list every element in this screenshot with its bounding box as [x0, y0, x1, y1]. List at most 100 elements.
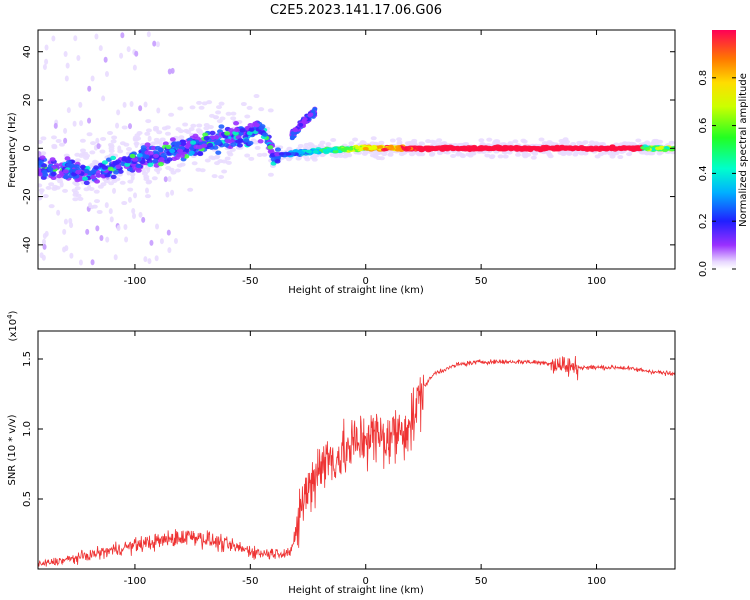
- heatmap-cell: [112, 187, 117, 194]
- heatmap-cell: [157, 161, 164, 167]
- heatmap-cell: [329, 152, 336, 157]
- heatmap-cell: [332, 149, 339, 154]
- heatmap-cell: [570, 142, 577, 147]
- heatmap-cell: [216, 105, 223, 110]
- heatmap-cell: [215, 110, 222, 115]
- heatmap-cell: [165, 191, 170, 198]
- heatmap-cell: [69, 222, 74, 229]
- spectrogram-x-tick-label: -100: [124, 276, 147, 287]
- heatmap-cell: [126, 46, 131, 53]
- heatmap-cell: [154, 145, 161, 151]
- heatmap-cell: [247, 140, 254, 146]
- heatmap-cell: [174, 168, 181, 173]
- heatmap-cell: [110, 155, 117, 161]
- heatmap-cell: [129, 172, 136, 177]
- heatmap-cell: [38, 196, 43, 201]
- heatmap-cell: [305, 149, 312, 154]
- heatmap-cell: [362, 146, 369, 151]
- heatmap-cell: [244, 153, 251, 158]
- heatmap-cell: [634, 147, 641, 151]
- heatmap-cell: [267, 149, 274, 154]
- heatmap-cell: [94, 179, 101, 184]
- heatmap-cell: [119, 52, 124, 59]
- heatmap-cell: [66, 107, 71, 114]
- heatmap-cell: [97, 184, 104, 189]
- spectrogram-panel: -100 -50 0 50 100 -40 -20 0 20 40 Height of stra…: [7, 29, 676, 296]
- heatmap-cell: [180, 141, 187, 146]
- heatmap-cell: [62, 174, 69, 180]
- heatmap-cell: [170, 189, 175, 196]
- heatmap-cell: [95, 173, 102, 178]
- heatmap-cell: [440, 141, 447, 146]
- heatmap-cell: [156, 107, 161, 114]
- heatmap-cell: [520, 138, 527, 143]
- heatmap-cell: [215, 150, 222, 155]
- heatmap-cell: [285, 152, 292, 156]
- heatmap-cell: [103, 179, 110, 184]
- heatmap-cell: [169, 148, 176, 154]
- heatmap-cell: [450, 154, 457, 159]
- heatmap-cell: [124, 236, 129, 243]
- heatmap-cell: [465, 146, 472, 151]
- heatmap-cell: [100, 136, 107, 141]
- heatmap-cell: [240, 102, 247, 107]
- heatmap-cell: [190, 140, 197, 145]
- heatmap-cell: [626, 152, 633, 157]
- heatmap-cell: [525, 145, 532, 150]
- heatmap-cell: [188, 150, 195, 155]
- heatmap-cell: [106, 130, 113, 135]
- heatmap-cell: [64, 75, 69, 82]
- heatmap-cell: [88, 202, 93, 209]
- heatmap-cell: [127, 123, 132, 130]
- heatmap-cell: [45, 185, 52, 190]
- heatmap-cell: [233, 127, 240, 133]
- spectrogram-x-tick-label: 0: [363, 276, 369, 287]
- snr-y-ticks: 0.5 1.0 1.5: [22, 351, 675, 507]
- heatmap-cell: [166, 157, 173, 162]
- heatmap-cell: [513, 147, 520, 151]
- heatmap-cell: [515, 152, 522, 157]
- heatmap-cell: [143, 154, 150, 159]
- heatmap-cell: [267, 145, 274, 150]
- heatmap-cell: [436, 138, 443, 143]
- heatmap-cell: [50, 135, 57, 140]
- heatmap-cell: [165, 165, 172, 170]
- heatmap-cell: [89, 162, 96, 167]
- heatmap-cell: [261, 152, 268, 157]
- heatmap-cell: [44, 44, 49, 51]
- heatmap-cell: [290, 131, 296, 136]
- heatmap-cell: [79, 148, 86, 153]
- heatmap-cell: [77, 196, 84, 201]
- heatmap-cell: [147, 258, 152, 265]
- heatmap-cell: [143, 177, 150, 182]
- heatmap-cell: [230, 111, 237, 116]
- colorbar-tick-label: 0.6: [698, 118, 709, 134]
- heatmap-cell: [56, 209, 61, 216]
- heatmap-cell: [85, 228, 90, 235]
- heatmap-cell: [93, 189, 100, 194]
- heatmap-cell: [233, 121, 240, 126]
- spectrogram-y-tick-label: 20: [22, 94, 33, 107]
- heatmap-cell: [125, 158, 132, 164]
- heatmap-cell: [90, 141, 97, 146]
- heatmap-cell: [482, 145, 489, 149]
- heatmap-cell: [167, 68, 172, 75]
- heatmap-cell: [258, 125, 265, 131]
- heatmap-cell: [121, 201, 128, 206]
- heatmap-cell: [147, 162, 154, 167]
- heatmap-cell: [183, 128, 190, 133]
- heatmap-cell: [165, 144, 172, 150]
- heatmap-cell: [203, 126, 210, 131]
- heatmap-cell: [101, 95, 106, 102]
- snr-plot-area: [38, 331, 675, 569]
- heatmap-cell: [105, 236, 110, 243]
- heatmap-cell: [50, 171, 57, 177]
- heatmap-cell: [352, 137, 359, 142]
- heatmap-cell: [65, 62, 70, 69]
- heatmap-cell: [586, 147, 593, 152]
- heatmap-cell: [83, 168, 90, 174]
- heatmap-cell: [438, 145, 445, 150]
- heatmap-cell: [396, 140, 403, 145]
- heatmap-cell: [213, 140, 220, 146]
- spectrogram-heatmap: [38, 31, 675, 266]
